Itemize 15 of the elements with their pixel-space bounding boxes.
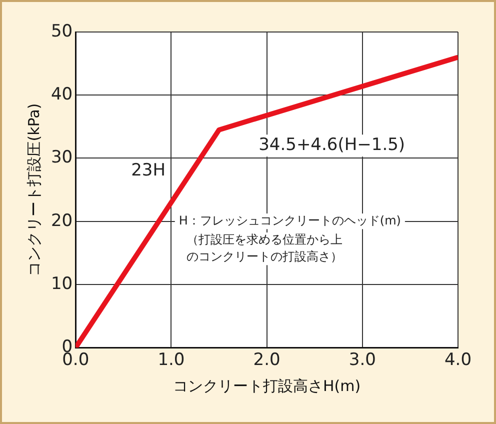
annotation: 23H [131, 160, 166, 180]
x-axis-title: コンクリート打設高さH(m) [173, 376, 361, 395]
x-tick-label: 1.0 [158, 350, 185, 370]
y-tick-label: 40 [50, 84, 73, 105]
annotation: 34.5+4.6(H−1.5) [258, 135, 406, 156]
x-tick-label: 3.0 [348, 350, 376, 370]
y-axis-title: コンクリート打設圧(kPa) [24, 103, 43, 276]
y-tick-label: 10 [50, 274, 73, 294]
y-tick-label: 50 [50, 21, 73, 42]
x-tick-label: 2.0 [253, 350, 280, 370]
y-tick-label: 20 [50, 210, 73, 231]
x-tick-label: 4.0 [444, 350, 472, 370]
y-tick-label: 30 [50, 148, 73, 168]
annotation: H：フレッシュコンクリートのヘッド(m) [178, 213, 401, 228]
annotation: （打設圧を求める位置から上のコンクリートの打設高さ） [186, 232, 343, 264]
